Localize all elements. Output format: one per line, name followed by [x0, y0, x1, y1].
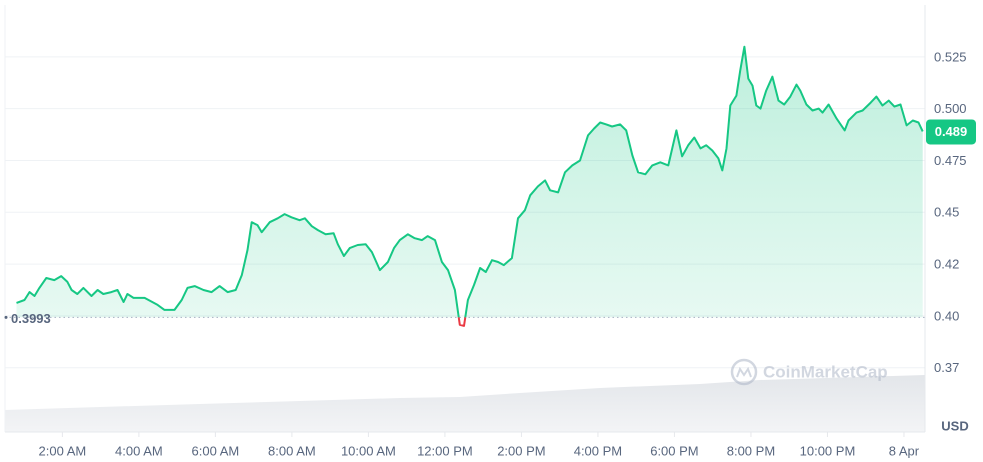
area-fill	[16, 46, 923, 318]
current-price-label: 0.489	[935, 124, 968, 139]
currency-label: USD	[941, 418, 968, 433]
price-line	[16, 45, 924, 318]
current-price-badge	[926, 119, 976, 145]
plot: 0.3993 0.489	[4, 45, 976, 327]
x-tick-label: 10:00 PM	[800, 443, 856, 458]
open-price-label: 0.3993	[11, 311, 51, 326]
y-tick-label: 0.475	[934, 153, 967, 168]
open-price-dot	[4, 315, 8, 319]
watermark-logo-mark	[736, 366, 752, 378]
x-tick-label: 8:00 PM	[727, 443, 775, 458]
x-tick-label: 2:00 PM	[497, 443, 545, 458]
y-tick-label: 0.42	[934, 257, 959, 272]
y-tick-label: 0.500	[934, 101, 967, 116]
x-tick-label: 6:00 AM	[192, 443, 240, 458]
y-tick-label: 0.45	[934, 205, 959, 220]
x-tick-label: 12:00 PM	[417, 443, 473, 458]
x-tick-label: 8:00 AM	[268, 443, 316, 458]
y-tick-label: 0.525	[934, 49, 967, 64]
x-tick-label: 10:00 AM	[341, 443, 396, 458]
x-tick-label: 6:00 PM	[650, 443, 698, 458]
x-tick-label: 8 Apr	[889, 443, 920, 458]
watermark: CoinMarketCap	[730, 358, 888, 386]
y-tick-label: 0.40	[934, 308, 959, 323]
x-tick-label: 2:00 AM	[39, 443, 87, 458]
watermark-text: CoinMarketCap	[763, 362, 888, 381]
watermark-logo	[730, 358, 758, 386]
volume-area	[5, 375, 925, 432]
x-tick-label: 4:00 PM	[574, 443, 622, 458]
y-tick-label: 0.37	[934, 360, 959, 375]
x-tick-label: 4:00 AM	[115, 443, 163, 458]
